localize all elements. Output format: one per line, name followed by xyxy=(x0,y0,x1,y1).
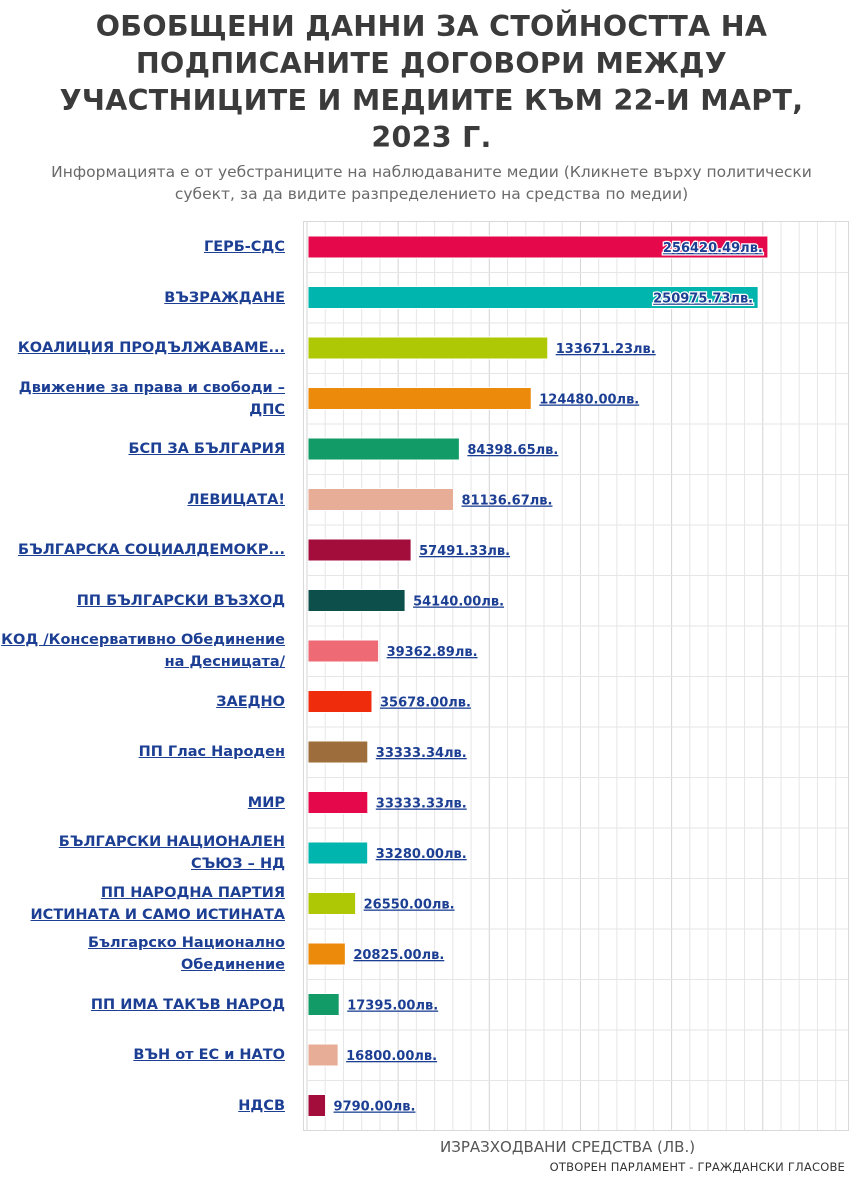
data-label[interactable]: 33333.33лв. xyxy=(376,797,467,812)
category-label[interactable]: ЗАЕДНО xyxy=(216,691,285,713)
data-label[interactable]: 84398.65лв. xyxy=(467,443,558,458)
bar[interactable] xyxy=(308,640,379,662)
source-credit: ОТВОРЕН ПАРЛАМЕНТ - ГРАЖДАНСКИ ГЛАСОВЕ xyxy=(550,1160,845,1174)
category-label[interactable]: НДСВ xyxy=(238,1095,285,1117)
bar[interactable] xyxy=(308,388,531,410)
data-label[interactable]: 26550.00лв. xyxy=(364,898,455,913)
data-label[interactable]: 57491.33лв. xyxy=(419,544,510,559)
data-label[interactable]: 20825.00лв. xyxy=(353,948,444,963)
category-label[interactable]: КОД /Консервативно Обединение на Десница… xyxy=(1,629,285,673)
category-label[interactable]: Движение за права и свободи – ДПС xyxy=(19,377,285,421)
bar[interactable] xyxy=(308,893,356,915)
category-label[interactable]: ПП Глас Народен xyxy=(139,741,285,763)
data-label[interactable]: 124480.00лв. xyxy=(539,393,639,408)
bar[interactable] xyxy=(308,539,411,561)
category-label[interactable]: БСП ЗА БЪЛГАРИЯ xyxy=(128,438,285,460)
data-label[interactable]: 35678.00лв. xyxy=(380,696,471,711)
category-label[interactable]: БЪЛГАРСКИ НАЦИОНАЛЕН СЪЮЗ – НД xyxy=(59,831,285,875)
category-label[interactable]: ВЪЗРАЖДАНЕ xyxy=(164,287,285,309)
bar[interactable] xyxy=(308,590,405,612)
bar[interactable] xyxy=(308,438,459,460)
category-label[interactable]: МИР xyxy=(248,792,285,814)
category-label[interactable]: ВЪН от ЕС и НАТО xyxy=(133,1044,285,1066)
bar[interactable] xyxy=(308,994,339,1016)
data-label[interactable]: 17395.00лв. xyxy=(347,999,438,1014)
data-label[interactable]: 9790.00лв. xyxy=(334,1100,416,1115)
category-label[interactable]: КОАЛИЦИЯ ПРОДЪЛЖАВАМЕ... xyxy=(18,337,285,359)
category-label[interactable]: ПП НАРОДНА ПАРТИЯ ИСТИНАТА И САМО ИСТИНА… xyxy=(31,882,285,926)
category-label[interactable]: Българско Национално Обединение xyxy=(88,932,285,976)
bar[interactable] xyxy=(308,741,368,763)
x-axis-label: ИЗРАЗХОДВАНИ СРЕДСТВА (ЛВ.) xyxy=(440,1138,695,1156)
data-label[interactable]: 33333.34лв. xyxy=(376,746,467,761)
bar[interactable] xyxy=(308,943,345,965)
data-label[interactable]: 54140.00лв. xyxy=(413,595,504,610)
bar[interactable] xyxy=(308,1044,338,1066)
bar[interactable] xyxy=(308,691,372,713)
bar[interactable] xyxy=(308,337,548,359)
category-label[interactable]: ГЕРБ-СДС xyxy=(204,236,285,258)
data-label[interactable]: 81136.67лв. xyxy=(462,494,553,509)
bar[interactable] xyxy=(308,1095,326,1117)
category-label[interactable]: ЛЕВИЦАТА! xyxy=(187,489,285,511)
data-label[interactable]: 250975.73лв. xyxy=(653,292,753,307)
category-label[interactable]: ПП БЪЛГАРСКИ ВЪЗХОД xyxy=(77,590,285,612)
category-label[interactable]: ПП ИМА ТАКЪВ НАРОД xyxy=(91,994,285,1016)
data-label[interactable]: 33280.00лв. xyxy=(376,847,467,862)
category-label[interactable]: БЪЛГАРСКА СОЦИАЛДЕМОКР... xyxy=(18,539,285,561)
data-label[interactable]: 39362.89лв. xyxy=(387,645,478,660)
data-label[interactable]: 256420.49лв. xyxy=(663,241,763,256)
bar[interactable] xyxy=(308,842,368,864)
bar[interactable] xyxy=(308,489,454,511)
data-label[interactable]: 133671.23лв. xyxy=(556,342,656,357)
bar[interactable] xyxy=(308,792,368,814)
data-label[interactable]: 16800.00лв. xyxy=(346,1049,437,1064)
